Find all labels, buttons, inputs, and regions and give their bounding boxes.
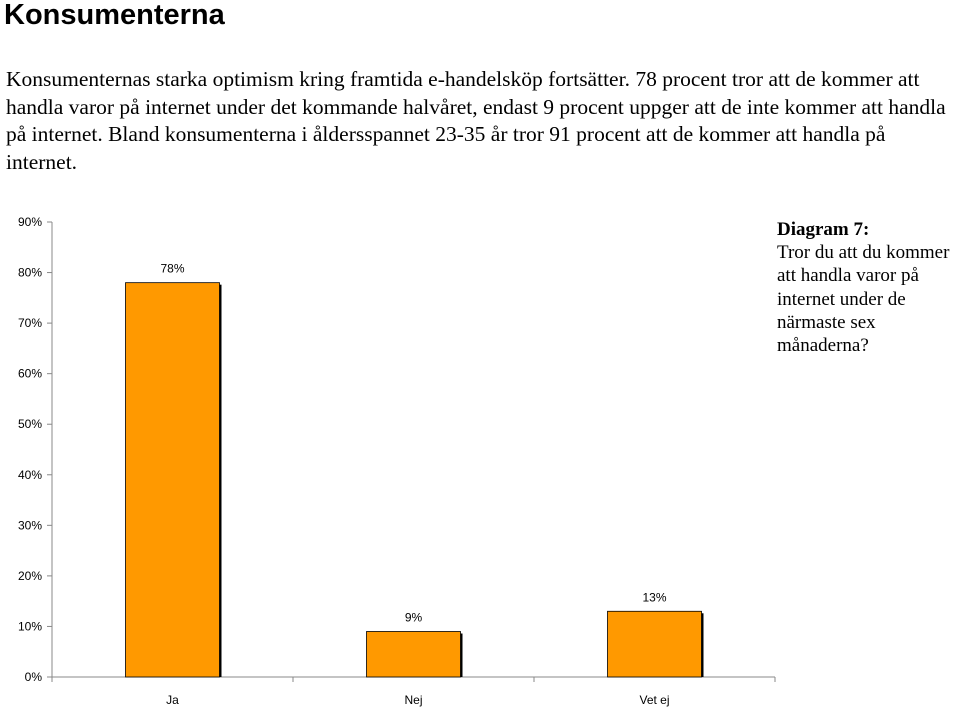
bar-ja xyxy=(125,282,220,678)
y-tick-label: 50% xyxy=(18,417,42,431)
intro-paragraph: Konsumenternas starka optimism kring fra… xyxy=(6,67,946,174)
page-heading: Konsumenterna xyxy=(4,0,225,31)
bars: 78% 9% 13% xyxy=(125,262,704,678)
diagram-caption: Diagram 7: Tror du att du kommer att han… xyxy=(777,218,959,357)
y-tick-label: 30% xyxy=(18,518,42,532)
y-tick-label: 70% xyxy=(18,316,42,330)
y-tick-label: 40% xyxy=(18,468,42,482)
y-tick-label: 90% xyxy=(18,215,42,229)
bar-data-label: 78% xyxy=(160,262,184,276)
y-tick-label: 0% xyxy=(25,670,43,684)
bar-vet-ej xyxy=(607,610,702,678)
category-label: Vet ej xyxy=(639,693,669,707)
y-tick-label: 60% xyxy=(18,367,42,381)
category-label: Ja xyxy=(166,693,179,707)
bar-data-label: 9% xyxy=(405,611,423,625)
bar-data-label: 13% xyxy=(642,590,666,604)
x-axis: Ja Nej Vet ej xyxy=(51,676,776,707)
y-tick-label: 20% xyxy=(18,569,42,583)
bar-nej xyxy=(366,631,461,678)
y-axis: 0% 10% 20% 30% 40% 50% 60% 70% 80% 90% xyxy=(18,215,53,684)
y-tick-label: 10% xyxy=(18,619,42,633)
caption-question: Tror du att du kommer att handla varor p… xyxy=(777,242,950,357)
category-label: Nej xyxy=(404,693,422,707)
y-tick-label: 80% xyxy=(18,266,42,280)
caption-title: Diagram 7: xyxy=(777,219,870,240)
